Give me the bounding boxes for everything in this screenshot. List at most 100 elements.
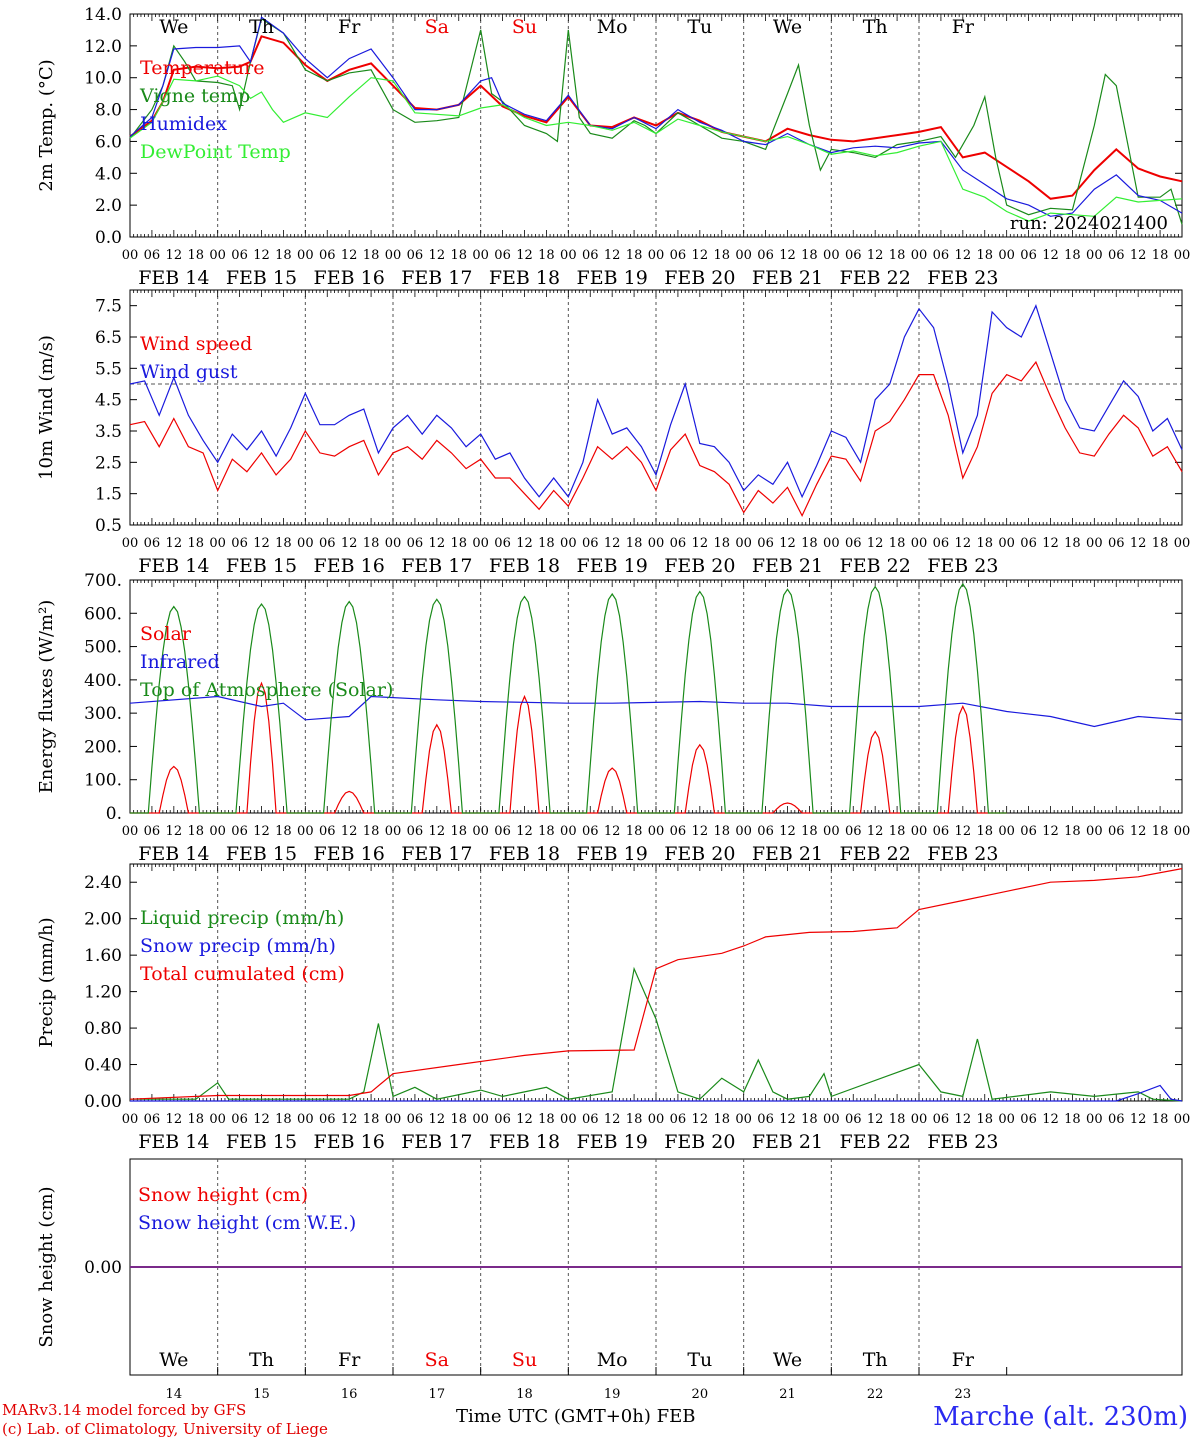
weekday-label-top: Fr	[338, 16, 361, 38]
hour-tick-label: 00	[1086, 1112, 1103, 1127]
hour-tick-label: 12	[429, 824, 446, 839]
date-label: FEB 21	[752, 555, 823, 577]
weekday-label-bottom: Tu	[687, 1349, 712, 1371]
hour-tick-label: 06	[757, 824, 774, 839]
y-tick-label: 5.5	[95, 359, 122, 379]
y-tick-label: 7.5	[95, 297, 122, 317]
hour-tick-label: 00	[998, 824, 1015, 839]
hour-tick-label: 00	[823, 248, 840, 263]
hour-tick-label: 06	[670, 536, 687, 551]
series-line	[130, 582, 1007, 814]
hour-tick-label: 12	[604, 536, 621, 551]
weekday-label-top: Tu	[687, 16, 712, 38]
hour-tick-label: 12	[253, 248, 270, 263]
hour-tick-label: 12	[253, 824, 270, 839]
hour-tick-label: 12	[779, 824, 796, 839]
date-label: FEB 14	[138, 843, 209, 865]
hour-tick-label: 12	[166, 536, 183, 551]
hour-tick-label: 12	[253, 1112, 270, 1127]
y-axis-label: Precip (mm/h)	[36, 917, 57, 1047]
hour-tick-label: 06	[670, 1112, 687, 1127]
hour-tick-label: 00	[209, 824, 226, 839]
hour-tick-label: 06	[757, 248, 774, 263]
hour-tick-label: 00	[297, 824, 314, 839]
hour-tick-label: 18	[187, 1112, 204, 1127]
hour-tick-label: 18	[363, 536, 380, 551]
y-tick-label: 600.	[84, 604, 122, 624]
hour-tick-label: 18	[1152, 536, 1169, 551]
y-tick-label: 0.40	[84, 1056, 122, 1076]
legend-entry: Liquid precip (mm/h)	[140, 907, 344, 929]
hour-tick-label: 00	[823, 1112, 840, 1127]
hour-tick-label: 00	[823, 536, 840, 551]
legend-entry: DewPoint Temp	[140, 141, 291, 163]
weekday-label-top: Th	[863, 16, 888, 38]
hour-tick-label: 00	[122, 248, 139, 263]
hour-tick-label: 06	[933, 248, 950, 263]
hour-tick-label: 18	[187, 824, 204, 839]
hour-tick-label: 18	[538, 536, 555, 551]
hour-tick-label: 00	[560, 536, 577, 551]
day-number-label: 14	[166, 1387, 183, 1402]
series-line	[129, 868, 1183, 1100]
hour-tick-label: 12	[429, 536, 446, 551]
hour-tick-label: 12	[692, 824, 709, 839]
legend-entry: Total cumulated (cm)	[140, 963, 345, 985]
station-name: Marche (alt. 230m)	[933, 1402, 1188, 1432]
day-number-label: 17	[429, 1387, 446, 1402]
hour-tick-label: 12	[867, 1112, 884, 1127]
hour-tick-label: 00	[560, 1112, 577, 1127]
hour-tick-label: 00	[648, 536, 665, 551]
hour-tick-label: 06	[319, 248, 336, 263]
hour-tick-label: 06	[757, 1112, 774, 1127]
hour-tick-label: 12	[955, 536, 972, 551]
hour-tick-label: 00	[998, 1112, 1015, 1127]
date-label: FEB 21	[752, 1131, 823, 1153]
y-tick-label: 0.00	[84, 1258, 122, 1278]
date-label: FEB 14	[138, 555, 209, 577]
hour-tick-label: 06	[494, 824, 511, 839]
date-label: FEB 21	[752, 267, 823, 289]
panel-1: 0.0 2.0 4.0 6.0 8.0 10.0 12.0 14.0 2m Temp. (°C)…	[36, 5, 1190, 289]
hour-tick-label: 12	[1042, 1112, 1059, 1127]
legend-entry: Wind speed	[140, 333, 252, 355]
hour-tick-label: 12	[1042, 536, 1059, 551]
hour-tick-label: 12	[1130, 536, 1147, 551]
hour-tick-label: 00	[735, 248, 752, 263]
hour-tick-label: 12	[166, 1112, 183, 1127]
hour-tick-label: 06	[933, 824, 950, 839]
month-label: FEB	[656, 1406, 696, 1427]
weekday-label-bottom: We	[773, 1349, 802, 1371]
hour-tick-label: 00	[648, 248, 665, 263]
date-label: FEB 14	[138, 1131, 209, 1153]
y-tick-label: 2.0	[95, 196, 122, 216]
hour-tick-label: 18	[801, 824, 818, 839]
y-tick-label: 0.	[106, 804, 122, 824]
legend-entry: Snow height (cm)	[138, 1184, 308, 1206]
hour-tick-label: 12	[955, 1112, 972, 1127]
hour-tick-label: 00	[998, 248, 1015, 263]
hour-tick-label: 00	[122, 824, 139, 839]
series-line	[129, 16, 1183, 217]
series-line	[129, 360, 1183, 517]
hour-tick-label: 06	[1108, 1112, 1125, 1127]
hour-tick-label: 06	[319, 536, 336, 551]
credit-line-model: MARv3.14 model forced by GFS	[2, 1401, 247, 1419]
hour-tick-label: 12	[516, 248, 533, 263]
hour-tick-label: 00	[209, 1112, 226, 1127]
y-tick-label: 3.5	[95, 422, 122, 442]
hour-tick-label: 06	[845, 824, 862, 839]
hour-tick-label: 00	[560, 248, 577, 263]
hour-tick-label: 12	[955, 248, 972, 263]
date-label: FEB 19	[577, 843, 648, 865]
hour-tick-label: 18	[976, 248, 993, 263]
hour-tick-label: 12	[604, 1112, 621, 1127]
hour-tick-label: 00	[297, 536, 314, 551]
date-label: FEB 15	[226, 843, 297, 865]
hour-tick-label: 12	[692, 536, 709, 551]
y-tick-label: 100.	[84, 771, 122, 791]
date-label: FEB 18	[489, 1131, 560, 1153]
hour-tick-label: 12	[604, 248, 621, 263]
y-tick-label: 6.0	[95, 132, 122, 152]
hour-tick-label: 18	[363, 248, 380, 263]
